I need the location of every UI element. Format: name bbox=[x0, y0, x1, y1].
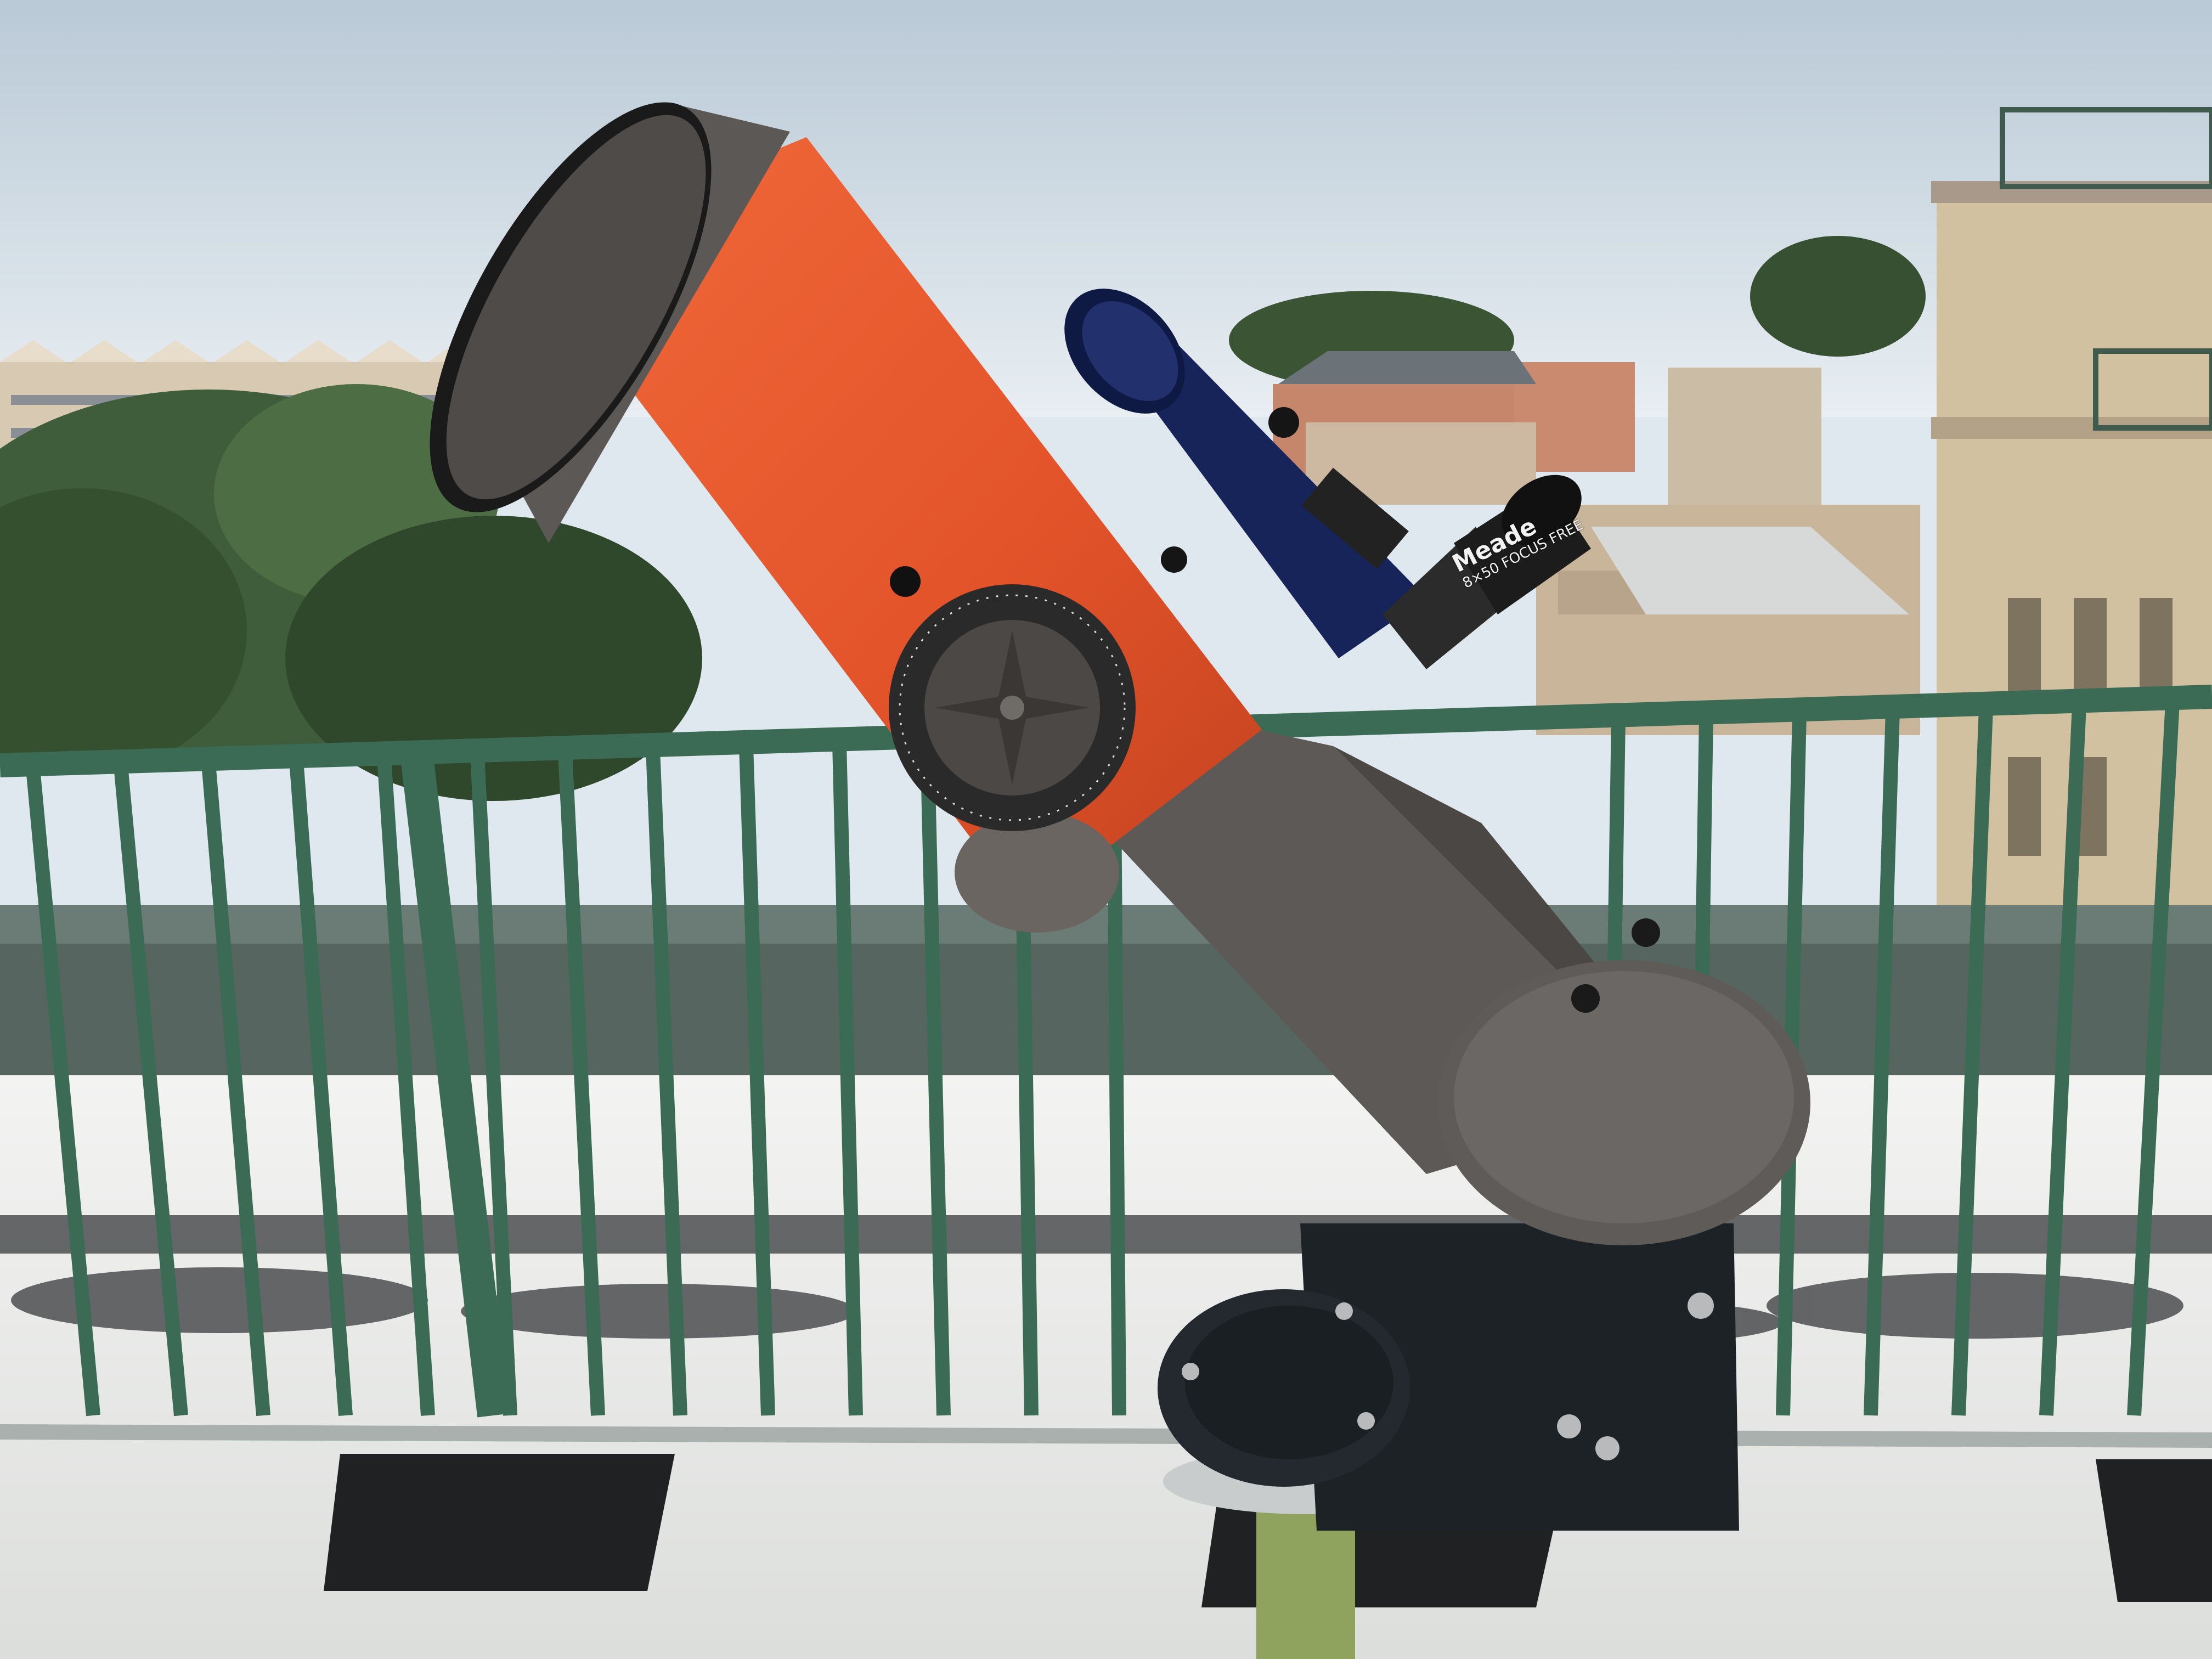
fork-arm bbox=[1031, 680, 1810, 1245]
railing bbox=[0, 685, 2212, 1448]
finder-scope bbox=[1064, 289, 1426, 658]
eyepiece bbox=[1383, 475, 1591, 669]
lock-knob bbox=[890, 566, 921, 597]
setting-circle bbox=[889, 584, 1136, 831]
wedge-mount bbox=[1158, 1223, 1739, 1531]
